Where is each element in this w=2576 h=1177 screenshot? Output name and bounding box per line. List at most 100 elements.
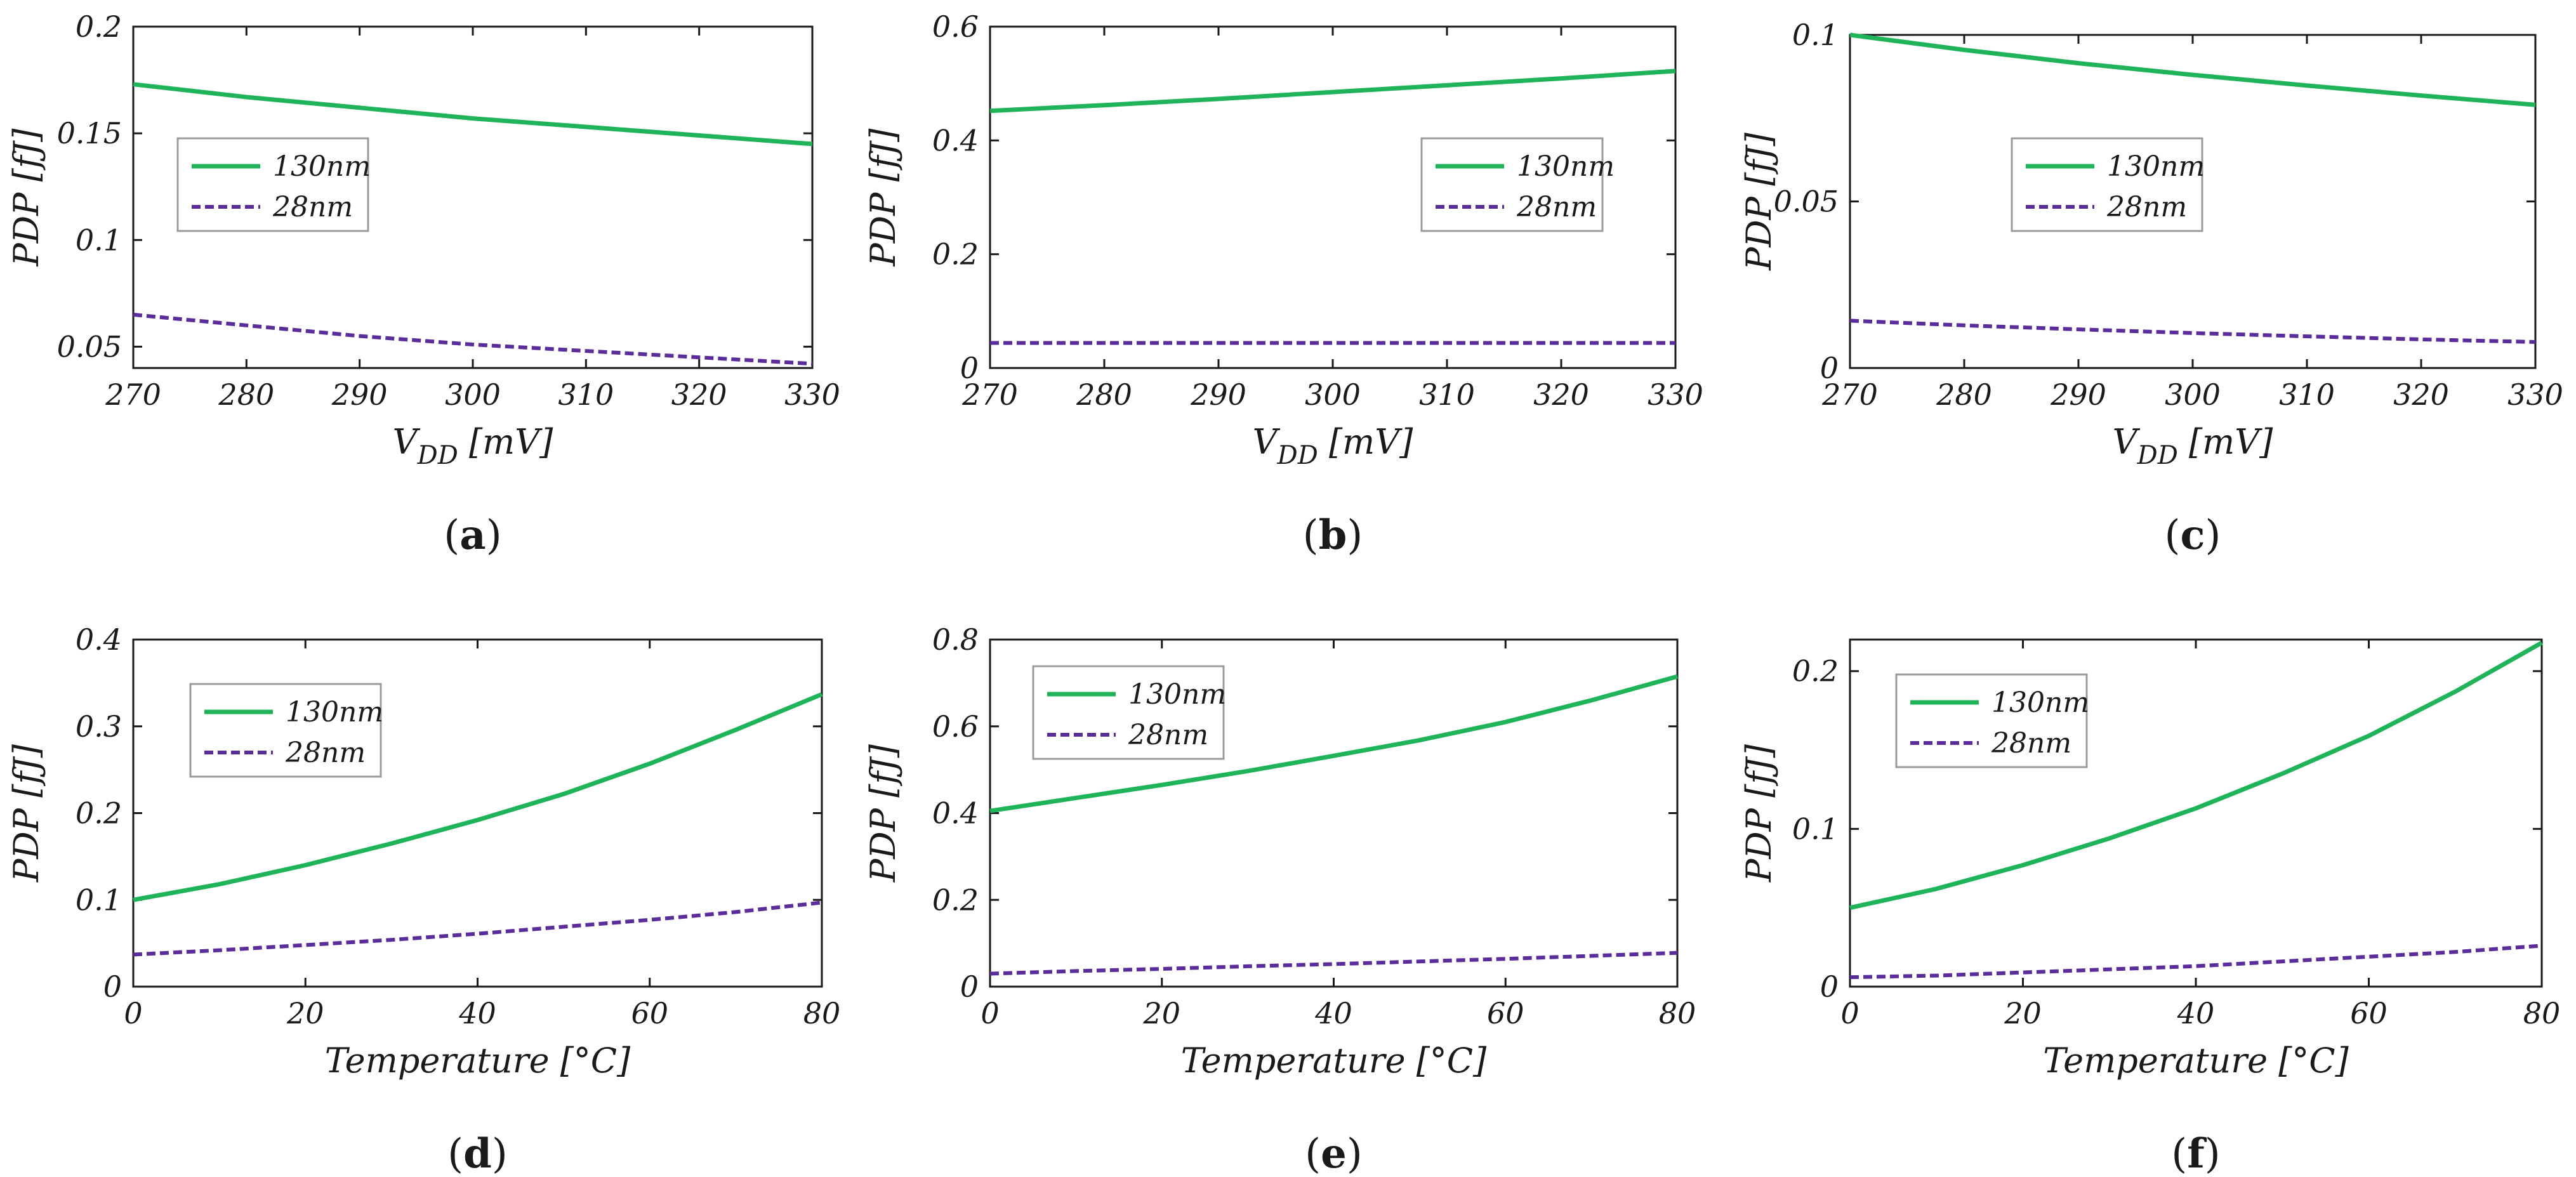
legend-label-130nm: 130nm (1128, 678, 1226, 711)
panel-caption: (e) (1305, 1130, 1363, 1177)
y-tick-label: 0.8 (932, 622, 979, 657)
x-tick-label: 300 (445, 378, 501, 412)
x-tick-label: 60 (2350, 996, 2388, 1030)
x-tick-label: 330 (784, 378, 840, 412)
panel-caption: (d) (447, 1130, 508, 1177)
legend-label-28nm: 28nm (1516, 191, 1597, 223)
y-tick-label: 0 (1820, 970, 1839, 1004)
x-tick-label: 270 (961, 378, 1018, 412)
panel-caption: (f) (2171, 1130, 2220, 1177)
x-tick-label: 280 (1076, 378, 1132, 412)
y-tick-label: 0.2 (932, 237, 979, 272)
y-tick-label: 0.2 (932, 883, 979, 917)
y-tick-label: 0.05 (57, 329, 122, 364)
legend-box (1032, 665, 1225, 760)
x-tick-label: 320 (2393, 378, 2449, 412)
series-line-130nm (989, 674, 1678, 813)
x-axis-label: Temperature [°C] (1181, 1041, 1487, 1081)
series-line-130nm (1849, 640, 2543, 911)
series-line-130nm (1849, 32, 2536, 107)
panel-caption: (c) (2165, 511, 2221, 559)
chart-panel-a: 270 280 290 300 310 320 330 0.05 0.1 0.15 0.2 VDD [… (6, 10, 840, 559)
series-line-28nm (989, 950, 1678, 976)
x-tick-label: 0 (1840, 996, 1859, 1030)
x-tick-label: 300 (2165, 378, 2221, 412)
legend-label-28nm: 28nm (1991, 727, 2071, 759)
y-axis-label: PDP [fJ] (1739, 132, 1779, 271)
x-tick-label: 320 (671, 378, 727, 412)
y-tick-label: 0.2 (76, 796, 122, 831)
legend-box (176, 137, 369, 232)
x-axis-label: Temperature [°C] (2043, 1041, 2349, 1081)
y-tick-label: 0 (103, 970, 122, 1004)
legend: 130nm 28nm (189, 683, 383, 778)
chart-panel-c: 270 280 290 300 310 320 330 0 0.05 0.1 VDD [mV] PDP… (1739, 18, 2563, 559)
x-tick-label: 40 (2177, 996, 2215, 1030)
x-tick-label: 20 (286, 996, 324, 1030)
x-tick-label: 60 (1487, 996, 1524, 1030)
x-tick-label: 0 (981, 996, 999, 1030)
y-tick-label: 0.4 (932, 796, 979, 831)
y-tick-label: 0.1 (1792, 18, 1839, 52)
chart-panel-e: 0 20 40 60 80 0 0.2 0.4 0.6 0.8 Temperature [°C] PD… (863, 622, 1696, 1177)
y-tick-label: 0.6 (932, 10, 979, 44)
x-axis-label: Temperature [°C] (325, 1041, 631, 1081)
legend-box (1895, 673, 2088, 768)
legend: 130nm 28nm (176, 137, 371, 232)
x-tick-label: 290 (1190, 378, 1246, 412)
legend-box (2011, 137, 2203, 232)
y-tick-label: 0.4 (932, 123, 979, 157)
legend: 130nm 28nm (1032, 665, 1226, 760)
series-line-28nm (1849, 319, 2536, 344)
panel-caption: (a) (444, 511, 501, 559)
y-tick-label: 0.1 (76, 223, 122, 257)
x-tick-label: 290 (2050, 378, 2106, 412)
x-tick-label: 290 (331, 378, 388, 412)
y-tick-label: 0.2 (76, 10, 122, 44)
legend-label-130nm: 130nm (1517, 150, 1615, 183)
y-tick-label: 0 (960, 351, 979, 385)
x-tick-label: 280 (218, 378, 274, 412)
legend-label-130nm: 130nm (1991, 687, 2089, 719)
legend-box (189, 683, 382, 778)
series-line-130nm (133, 692, 823, 902)
series-line-28nm (1849, 944, 2542, 980)
y-tick-label: 0 (1820, 351, 1839, 385)
y-tick-label: 0.1 (1792, 812, 1839, 846)
x-tick-label: 80 (803, 996, 841, 1030)
legend-label-28nm: 28nm (272, 191, 353, 223)
series-line-130nm (133, 82, 813, 147)
series-line-28nm (133, 900, 822, 957)
legend-label-28nm: 28nm (1128, 719, 1208, 751)
x-tick-label: 280 (1936, 378, 1992, 412)
chart-panel-d: 0 20 40 60 80 0 0.1 0.2 0.3 0.4 Temperature [°C] PD… (6, 622, 840, 1177)
x-tick-label: 40 (458, 996, 496, 1030)
x-tick-label: 80 (1659, 996, 1696, 1030)
x-tick-label: 310 (2279, 378, 2335, 412)
y-axis-label: PDP [fJ] (6, 744, 46, 883)
legend-label-130nm: 130nm (286, 696, 383, 728)
x-tick-label: 60 (631, 996, 668, 1030)
y-tick-label: 0.1 (76, 883, 122, 917)
y-tick-label: 0.05 (1774, 185, 1839, 219)
y-axis-label: PDP [fJ] (863, 128, 903, 267)
legend-label-28nm: 28nm (285, 737, 366, 769)
y-tick-label: 0.3 (76, 709, 122, 744)
y-tick-label: 0.6 (932, 709, 979, 744)
x-tick-label: 310 (1419, 378, 1475, 412)
panel-caption: (b) (1303, 511, 1363, 559)
x-axis-label: VDD [mV] (1253, 422, 1414, 470)
y-tick-label: 0.4 (76, 622, 122, 657)
x-tick-label: 80 (2523, 996, 2561, 1030)
x-tick-label: 270 (1821, 378, 1878, 412)
legend-label-130nm: 130nm (2107, 150, 2205, 183)
x-tick-label: 20 (2004, 996, 2042, 1030)
x-tick-label: 330 (1648, 378, 1703, 412)
chart-panel-f: 0 20 40 60 80 0 0.1 0.2 Temperature [°C] PDP [fJ]… (1739, 638, 2561, 1177)
y-tick-label: 0 (960, 970, 979, 1004)
legend-label-28nm: 28nm (2106, 191, 2187, 223)
x-tick-label: 320 (1533, 378, 1589, 412)
x-axis-label: VDD [mV] (2113, 422, 2274, 470)
legend: 130nm 28nm (2011, 137, 2205, 232)
